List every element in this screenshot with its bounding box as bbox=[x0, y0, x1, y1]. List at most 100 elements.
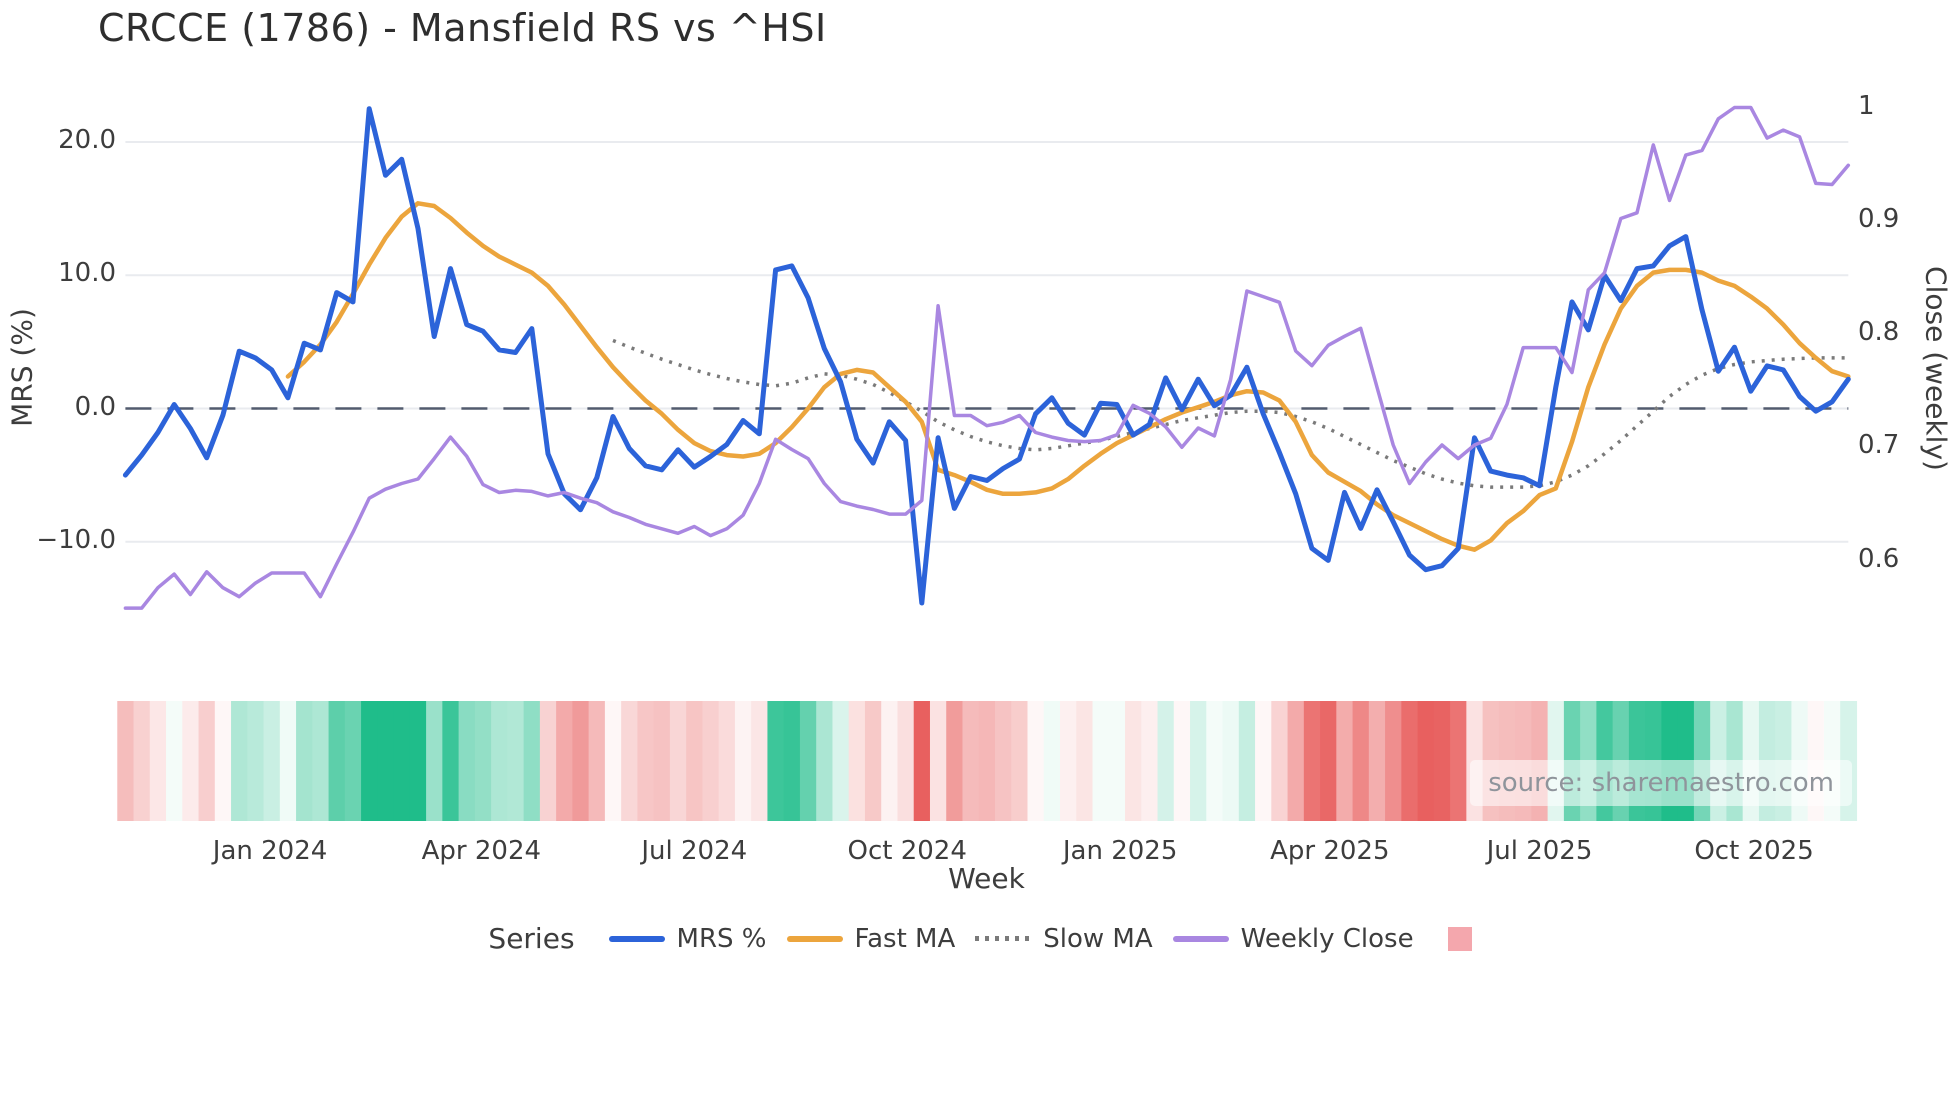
legend-item-slow-ma[interactable]: Slow MA bbox=[975, 923, 1153, 954]
heatmap-cell bbox=[458, 701, 476, 821]
heatmap-cell bbox=[669, 701, 687, 821]
heatmap-cell bbox=[1433, 701, 1451, 821]
heatmap-cell bbox=[1011, 701, 1029, 821]
heatmap-cell bbox=[1417, 701, 1435, 821]
heatmap-cell bbox=[799, 701, 817, 821]
heatmap-cell bbox=[361, 701, 378, 821]
x-tick-label: Apr 2025 bbox=[1270, 836, 1390, 866]
heatmap-cell bbox=[946, 701, 964, 821]
square-swatch-icon bbox=[1447, 926, 1472, 951]
left-tick-label: 10.0 bbox=[58, 258, 116, 289]
heatmap-cell bbox=[539, 701, 557, 821]
left-tick-label: −10.0 bbox=[36, 524, 116, 555]
legend-item-heatmap[interactable] bbox=[1434, 926, 1472, 951]
heatmap-cell bbox=[913, 701, 931, 821]
heatmap-cell bbox=[442, 701, 460, 821]
heatmap-cell bbox=[718, 701, 736, 821]
heatmap-cell bbox=[393, 701, 411, 821]
heatmap-cell bbox=[263, 701, 281, 821]
heatmap-cell bbox=[1238, 701, 1256, 821]
heatmap-cell bbox=[816, 701, 834, 821]
heatmap-cell bbox=[1336, 701, 1354, 821]
left-tick-label: 20.0 bbox=[58, 125, 116, 155]
heatmap-cell bbox=[166, 701, 183, 821]
heatmap-cell bbox=[604, 701, 622, 821]
heatmap-cell bbox=[929, 701, 947, 821]
x-tick-label: Jul 2024 bbox=[641, 836, 748, 866]
heatmap-cell bbox=[344, 701, 362, 821]
heatmap-cell bbox=[588, 701, 606, 821]
right-tick-label: 0.6 bbox=[1858, 543, 1900, 574]
heatmap-cell bbox=[1287, 701, 1305, 821]
heatmap-cell bbox=[474, 701, 492, 821]
right-tick-label: 0.8 bbox=[1858, 317, 1900, 347]
heatmap-cell bbox=[1125, 701, 1142, 821]
legend-item-fast-ma[interactable]: Fast MA bbox=[786, 923, 956, 954]
legend-item-label: Slow MA bbox=[1043, 923, 1153, 954]
heatmap-cell bbox=[978, 701, 996, 821]
source-watermark: source: sharemaestro.com bbox=[1470, 760, 1852, 806]
heatmap-cell bbox=[994, 701, 1012, 821]
heatmap-cell bbox=[1303, 701, 1321, 821]
heatmap-cell bbox=[572, 701, 590, 821]
right-tick-label: 0.9 bbox=[1858, 203, 1900, 234]
heatmap-cell bbox=[1173, 701, 1191, 821]
heatmap-cell bbox=[247, 701, 265, 821]
heatmap-cell bbox=[1385, 701, 1402, 821]
legend-item-label: Fast MA bbox=[854, 923, 956, 954]
heatmap-cell bbox=[198, 701, 216, 821]
right-tick-label: 0.7 bbox=[1858, 430, 1900, 461]
right-tick-label: 1 bbox=[1858, 90, 1875, 121]
heatmap-cell bbox=[702, 701, 720, 821]
legend-item-weekly-close[interactable]: Weekly Close bbox=[1172, 924, 1414, 954]
weekly-close-line bbox=[123, 105, 1851, 610]
heatmap-cell bbox=[1352, 701, 1370, 821]
heatmap-cell bbox=[1108, 701, 1126, 821]
heatmap-cell bbox=[231, 701, 248, 821]
x-tick-label: Oct 2024 bbox=[847, 836, 967, 866]
heatmap-cell bbox=[767, 701, 785, 821]
heatmap-cell bbox=[1206, 701, 1224, 821]
right-axis-title: Close (weekly) bbox=[1919, 266, 1953, 471]
heatmap-cell bbox=[1450, 701, 1467, 821]
heatmap-cell bbox=[491, 701, 508, 821]
heatmap-cell bbox=[296, 701, 313, 821]
fast-ma-line bbox=[285, 201, 1851, 552]
heatmap-cell bbox=[637, 701, 655, 821]
x-tick-label: Jan 2024 bbox=[212, 836, 328, 866]
heatmap-cell bbox=[686, 701, 704, 821]
heatmap-cell bbox=[133, 701, 151, 821]
x-tick-label: Jan 2025 bbox=[1062, 836, 1178, 866]
heatmap-cell bbox=[1027, 701, 1045, 821]
legend-item-mrs-[interactable]: MRS % bbox=[608, 924, 767, 954]
heatmap-cell bbox=[279, 701, 297, 821]
x-axis-title: Week bbox=[948, 862, 1025, 895]
heatmap-cell bbox=[962, 701, 980, 821]
slow-ma-line bbox=[612, 338, 1849, 489]
heatmap-cell bbox=[832, 701, 850, 821]
heatmap-cell bbox=[1092, 701, 1110, 821]
heatmap-cell bbox=[214, 701, 232, 821]
heatmap-cell bbox=[1222, 701, 1240, 821]
legend-title: Series bbox=[488, 922, 575, 955]
x-tick-label: Jul 2025 bbox=[1486, 836, 1593, 866]
mrs-line bbox=[122, 106, 1851, 606]
heatmap-cell bbox=[1255, 701, 1272, 821]
heatmap-cell bbox=[409, 701, 427, 821]
heatmap-cell bbox=[734, 701, 752, 821]
heatmap-cell bbox=[1076, 701, 1094, 821]
heatmap-cell bbox=[1368, 701, 1386, 821]
chart-title: CRCCE (1786) - Mansfield RS vs ^HSI bbox=[98, 6, 827, 50]
x-tick-label: Oct 2025 bbox=[1694, 836, 1814, 866]
heatmap-cell bbox=[1043, 701, 1061, 821]
legend: Series MRS % Fast MA Slow MA Weekly Close bbox=[0, 922, 1960, 955]
heatmap-cell bbox=[426, 701, 443, 821]
heatmap-cell bbox=[1190, 701, 1207, 821]
heatmap-cell bbox=[897, 701, 915, 821]
heatmap-cell bbox=[1320, 701, 1337, 821]
line-swatch-icon bbox=[1172, 935, 1229, 942]
left-tick-label: 0.0 bbox=[74, 391, 116, 422]
heatmap-cell bbox=[523, 701, 541, 821]
heatmap-cell bbox=[507, 701, 525, 821]
heatmap-cell bbox=[864, 701, 882, 821]
